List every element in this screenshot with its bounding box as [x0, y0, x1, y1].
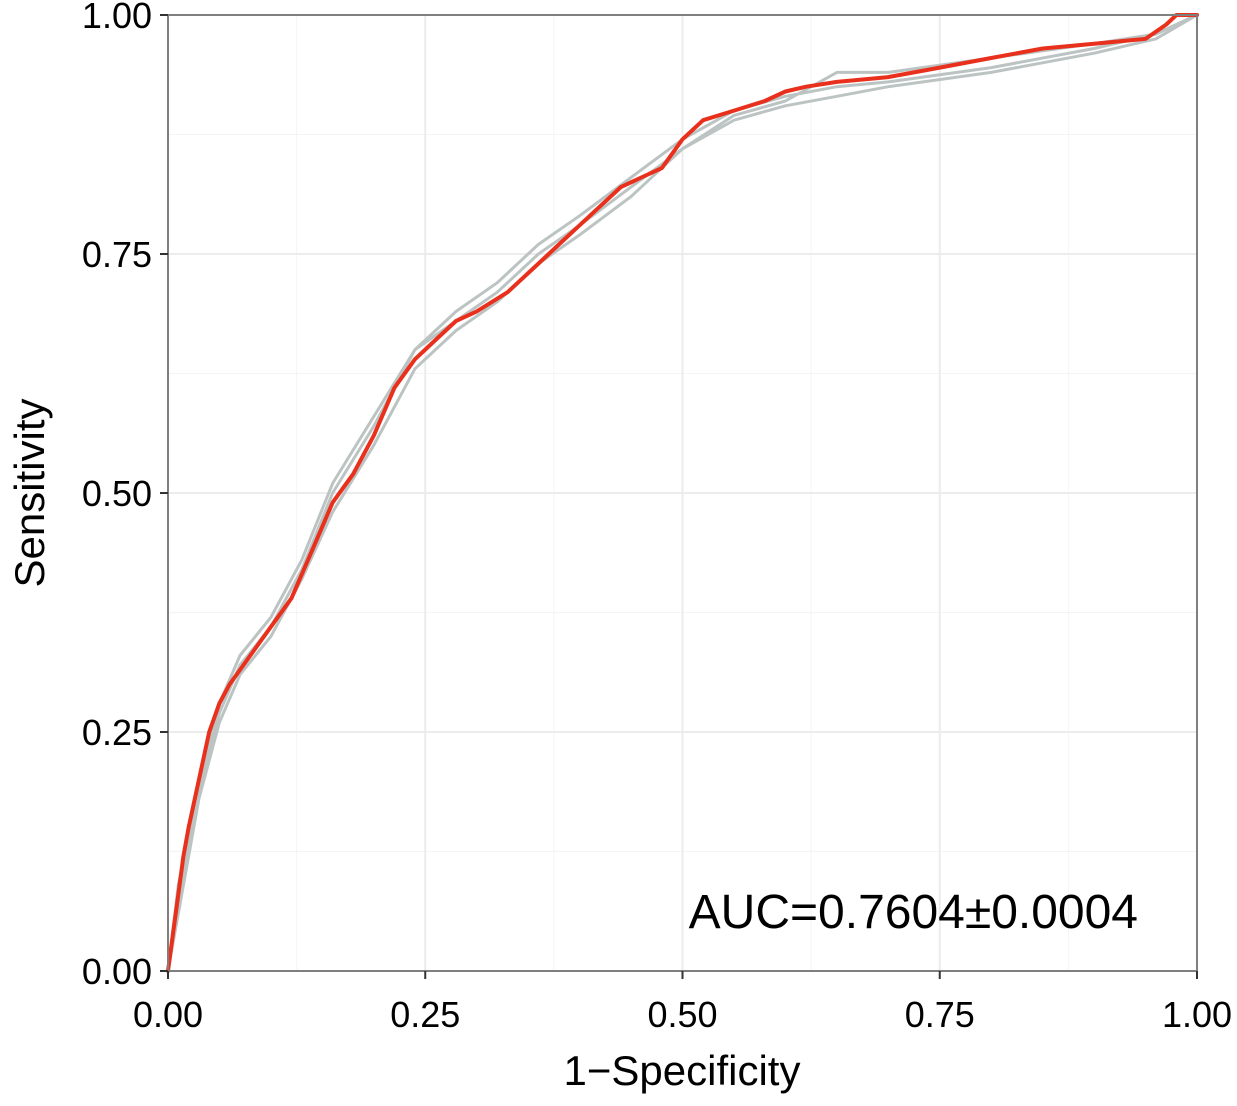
x-tick-label: 0.25	[390, 994, 460, 1035]
auc-annotation: AUC=0.7604±0.0004	[689, 886, 1138, 939]
replicate-roc-curve-3	[166, 13, 1198, 972]
y-tick-label: 0.75	[82, 234, 152, 275]
axis-ticks: 0.00 0.25 0.50 0.75 1.00 0.00 0.25 0.50 0.75 1.00	[82, 0, 1232, 1035]
x-axis-title: 1−Specificity	[564, 1047, 801, 1094]
y-tick-label: 1.00	[82, 0, 152, 36]
replicate-roc-curve-1	[166, 13, 1198, 972]
mean-roc-curve	[166, 13, 1199, 973]
y-tick-label: 0.50	[82, 473, 152, 514]
y-tick-label: 0.25	[82, 712, 152, 753]
y-axis-title: Sensitivity	[6, 398, 53, 587]
x-tick-label: 1.00	[1162, 994, 1232, 1035]
mean-curve-layer	[166, 13, 1199, 973]
x-tick-label: 0.00	[133, 994, 203, 1035]
x-tick-label: 0.50	[647, 994, 717, 1035]
y-tick-label: 0.00	[82, 951, 152, 992]
x-tick-label: 0.75	[905, 994, 975, 1035]
